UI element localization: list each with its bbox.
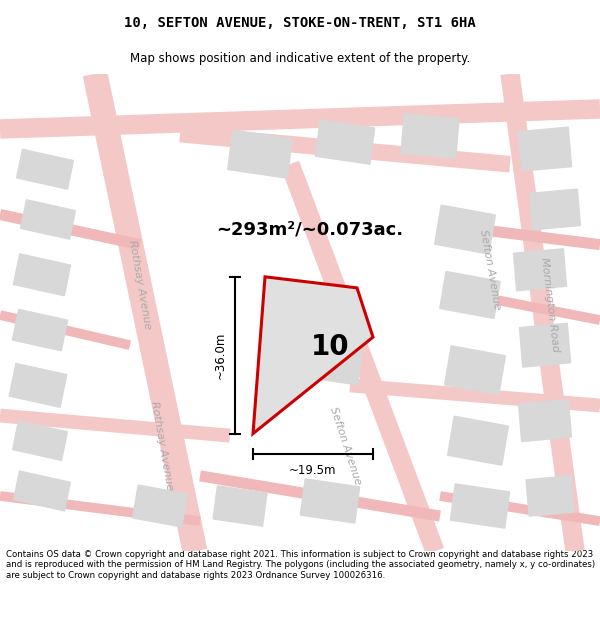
Bar: [518, 127, 572, 171]
Bar: [227, 130, 292, 178]
Text: ~36.0m: ~36.0m: [214, 331, 227, 379]
Bar: [274, 306, 367, 385]
Text: ~19.5m: ~19.5m: [289, 464, 337, 477]
Bar: [401, 114, 459, 158]
Bar: [520, 323, 571, 367]
Bar: [514, 249, 566, 291]
Bar: [451, 484, 509, 528]
Text: 10: 10: [311, 333, 349, 361]
Bar: [20, 200, 76, 239]
Text: ~293m²/~0.073ac.: ~293m²/~0.073ac.: [217, 221, 404, 239]
Bar: [518, 399, 571, 441]
Bar: [213, 486, 267, 526]
Bar: [445, 346, 505, 395]
Bar: [17, 149, 73, 189]
Text: 10, SEFTON AVENUE, STOKE-ON-TRENT, ST1 6HA: 10, SEFTON AVENUE, STOKE-ON-TRENT, ST1 6…: [124, 16, 476, 30]
Bar: [316, 120, 374, 164]
Bar: [530, 189, 580, 230]
Bar: [440, 271, 500, 318]
Text: Contains OS data © Crown copyright and database right 2021. This information is : Contains OS data © Crown copyright and d…: [6, 550, 595, 580]
Bar: [13, 254, 71, 296]
Bar: [301, 479, 359, 523]
Text: Sefton Avenue: Sefton Avenue: [328, 406, 362, 486]
Bar: [13, 309, 68, 351]
Bar: [133, 485, 187, 527]
Bar: [14, 471, 70, 511]
Bar: [9, 363, 67, 408]
Bar: [526, 476, 574, 516]
Bar: [434, 205, 496, 254]
Text: Mornington Road: Mornington Road: [539, 257, 561, 353]
Bar: [13, 421, 67, 461]
Polygon shape: [253, 277, 373, 434]
Text: Sefton Avenue: Sefton Avenue: [478, 229, 502, 311]
Text: Rothsay Avenue: Rothsay Avenue: [149, 400, 175, 491]
Text: Map shows position and indicative extent of the property.: Map shows position and indicative extent…: [130, 52, 470, 64]
Bar: [448, 416, 508, 465]
Text: Rothsay Avenue: Rothsay Avenue: [127, 239, 153, 331]
